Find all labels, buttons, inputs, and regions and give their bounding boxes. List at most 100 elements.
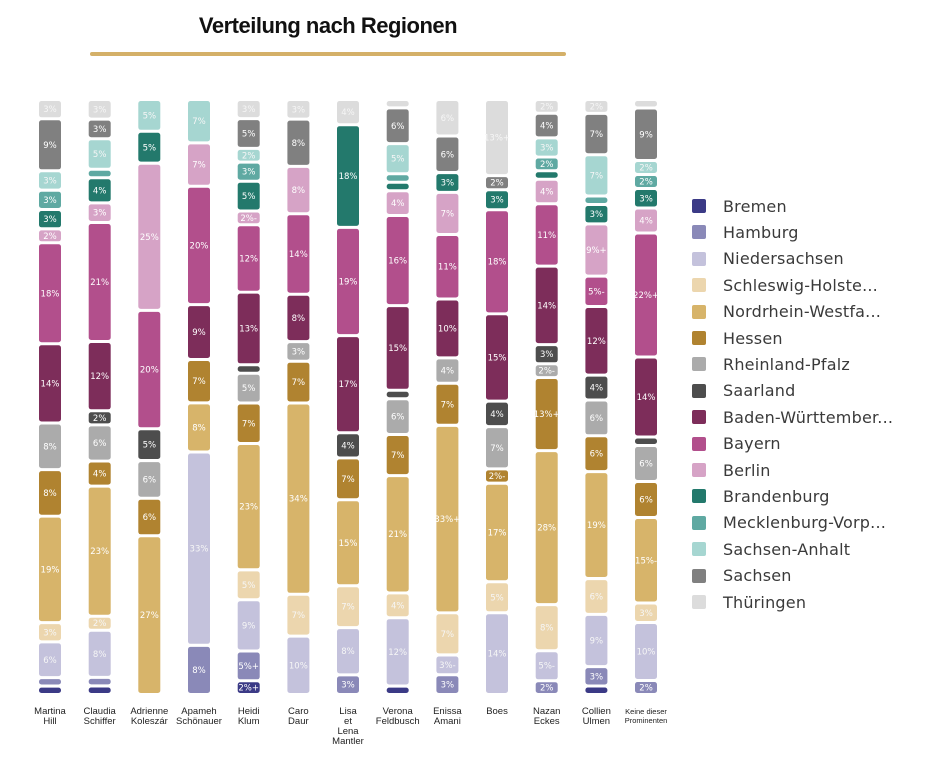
bar-segment [386, 619, 409, 685]
segment-label: 7% [391, 451, 405, 461]
segment-label: 7% [590, 171, 604, 181]
segment-label: 4% [540, 188, 554, 198]
bar-segment [237, 182, 260, 210]
legend-item[interactable]: Sachsen [692, 566, 792, 586]
bar-segment [436, 359, 459, 382]
segment-label: 28% [537, 524, 556, 534]
bar-segment [486, 614, 508, 693]
legend-item[interactable]: Hessen [692, 328, 783, 348]
bar-segment [337, 629, 359, 674]
segment-label: 4% [93, 470, 107, 480]
bar-segment [585, 101, 608, 112]
bar-segment [188, 101, 210, 142]
legend-item[interactable]: Schleswig-Holste... [692, 275, 878, 295]
segment-label: 5% [143, 111, 157, 121]
legend-item[interactable]: Mecklenburg-Vorp... [692, 513, 886, 533]
bar-segment [535, 267, 558, 344]
bar-segment [535, 158, 558, 170]
segment-label: 27% [140, 611, 159, 621]
bar-segment [486, 191, 508, 209]
segment-label: 11% [537, 231, 556, 241]
bar-segment [337, 501, 359, 585]
legend-label: Sachsen [723, 566, 792, 586]
bar-segment [436, 236, 459, 298]
bar-segment [436, 614, 459, 654]
legend-swatch [692, 251, 706, 266]
legend-item[interactable]: Rheinland-Pfalz [692, 354, 850, 374]
bar-segment [585, 156, 608, 195]
segment-label: 11% [438, 263, 457, 273]
legend-item[interactable]: Brandenburg [692, 486, 830, 506]
bar-segment [138, 132, 161, 162]
bar-segment [486, 101, 508, 175]
legend-item[interactable]: Nordrhein-Westfa... [692, 302, 881, 322]
legend-item[interactable]: Saarland [692, 381, 796, 401]
segment-label: 4% [590, 384, 604, 394]
bar-segment [287, 215, 310, 293]
segment-label: 5%+ [238, 662, 259, 672]
legend-label: Hessen [723, 328, 783, 348]
legend-item[interactable]: Hamburg [692, 222, 799, 242]
segment-label: 4% [341, 108, 355, 118]
segment-label: 4% [341, 441, 355, 451]
bar-segment [237, 374, 260, 402]
segment-label: 6% [391, 122, 405, 132]
bar-segment [39, 679, 61, 685]
legend-item[interactable]: Berlin [692, 460, 771, 480]
segment-label: 2% [639, 178, 653, 188]
bar-segment [39, 471, 61, 515]
bar-segment [237, 366, 260, 372]
bar-segment [138, 164, 161, 309]
segment-label: 3% [441, 681, 455, 691]
bar-segment [138, 101, 161, 130]
segment-label: 3% [93, 209, 107, 219]
segment-label: 15%- [635, 556, 657, 566]
segment-label: 7% [441, 209, 455, 219]
bar-segment [138, 499, 161, 535]
bar-segment [88, 204, 111, 221]
segment-label: 8% [192, 424, 206, 434]
x-tick-label: Enissa Amani [433, 706, 462, 727]
segment-label: 14% [537, 301, 556, 311]
segment-label: 5% [93, 150, 107, 160]
legend-label: Baden-Württember... [723, 407, 894, 427]
legend-swatch [692, 542, 706, 557]
segment-label: 3% [242, 168, 256, 178]
bar-segment [138, 462, 161, 497]
legend-item[interactable]: Bremen [692, 196, 787, 216]
bar-segment [535, 180, 558, 203]
legend-item[interactable]: Sachsen-Anhalt [692, 539, 850, 559]
bar-segment [436, 676, 459, 693]
legend-item[interactable]: Thüringen [692, 592, 806, 612]
segment-label: 2%- [240, 214, 257, 224]
bar-segment [535, 346, 558, 363]
bar-segment [88, 170, 111, 177]
segment-label: 2%+ [238, 684, 259, 694]
x-tick-label: Collien Ulmen [581, 706, 611, 727]
segment-label: 12% [239, 254, 258, 264]
bar-segment [585, 401, 608, 435]
legend-item[interactable]: Baden-Württember... [692, 407, 893, 427]
segment-label: 2% [590, 103, 604, 113]
legend-item[interactable]: Bayern [692, 434, 781, 454]
x-tick-label: Adrienne Koleszár [130, 706, 169, 727]
legend-item[interactable]: Niedersachsen [692, 249, 844, 269]
x-tick-label: Apameh Schönauer [176, 706, 222, 727]
bar-segment [436, 193, 459, 233]
bar-segment [486, 177, 508, 189]
segment-label: 3% [292, 105, 306, 115]
segment-label: 23% [90, 547, 109, 557]
bar-segment [39, 101, 61, 118]
legend-swatch [692, 357, 706, 372]
bar-segment [237, 212, 260, 224]
bar-segment [237, 149, 260, 161]
bar-segment [237, 226, 260, 291]
bar-segment [535, 682, 558, 693]
bar-segment [88, 687, 111, 693]
bar-segment [486, 315, 508, 400]
legend-swatch [692, 199, 706, 213]
segment-label: 6% [639, 460, 653, 470]
segment-label: 5%- [588, 287, 605, 297]
segment-label: 14% [289, 250, 308, 260]
bar-segment [88, 487, 111, 615]
